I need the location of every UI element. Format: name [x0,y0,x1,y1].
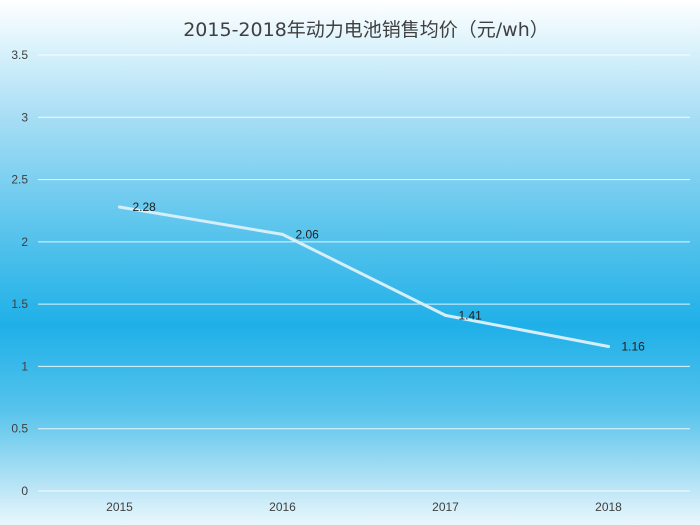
chart-title: 2015-2018年动力电池销售均价（元/wh） [183,19,549,41]
y-tick-label: 1.5 [11,297,28,311]
series-line [118,205,610,348]
x-axis-ticks: 2015 2016 2017 2018 [106,500,622,514]
data-point [607,344,610,348]
y-tick-label: 0 [21,484,28,498]
data-point [118,205,121,209]
data-point [281,232,284,236]
data-label: 2.06 [296,227,320,241]
x-tick-label: 2016 [269,500,296,514]
data-label: 1.41 [459,308,483,322]
data-label: 1.16 [622,339,646,353]
y-tick-label: 3.5 [11,48,28,62]
y-tick-label: 2 [21,235,28,249]
data-point [444,313,447,317]
gridlines [38,54,690,492]
y-axis-ticks: 0 0.5 1 1.5 2 2.5 3 3.5 [11,48,28,498]
series-group [118,205,610,348]
y-tick-label: 2.5 [11,173,28,187]
data-labels: 2.28 2.06 1.41 1.16 [133,200,646,354]
data-label: 2.28 [133,200,157,214]
x-tick-label: 2017 [432,500,459,514]
y-tick-label: 3 [21,110,28,124]
y-tick-label: 0.5 [11,422,28,436]
y-tick-label: 1 [21,359,28,373]
x-tick-label: 2015 [106,500,133,514]
x-tick-label: 2018 [595,500,622,514]
